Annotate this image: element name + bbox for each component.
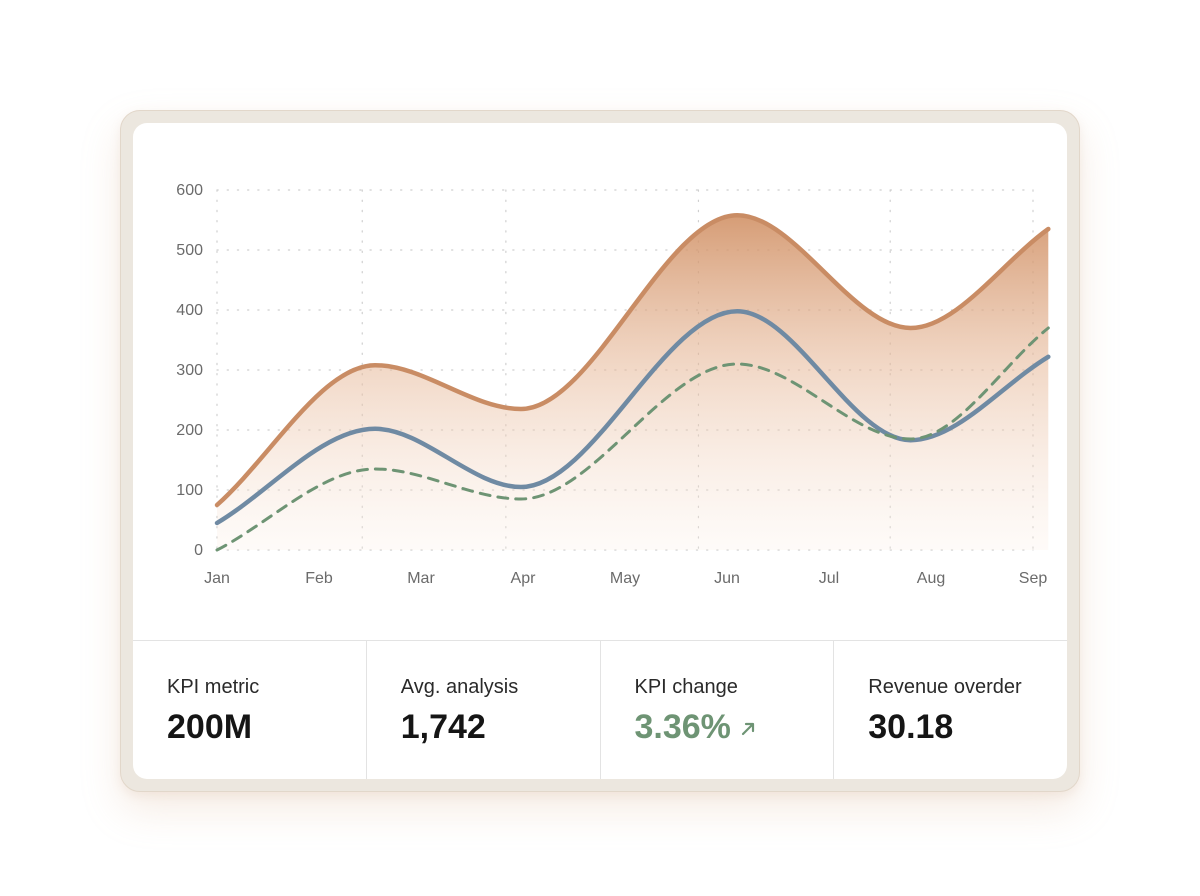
dashboard-frame: 0 100 200 300 400 500 600 Jan Feb Mar Apr May Jun Ju…	[120, 110, 1080, 792]
y-tick-label: 0	[194, 542, 203, 559]
kpi-value-change: 3.36%	[635, 707, 834, 747]
x-tick-label-aug: Aug	[917, 570, 945, 587]
series-line-primary	[214, 212, 1051, 508]
series-line-tertiary	[215, 326, 1050, 552]
x-tick-label-feb: Feb	[305, 570, 333, 587]
kpi-value: 30.18	[868, 708, 954, 746]
chart-area: 0 100 200 300 400 500 600 Jan Feb Mar Apr May Jun Ju…	[133, 123, 1067, 639]
y-tick-label: 600	[176, 182, 203, 199]
y-tick-label: 200	[176, 422, 203, 439]
y-tick-label: 100	[176, 482, 203, 499]
x-tick-label-may: May	[610, 570, 640, 587]
area-layer	[217, 215, 1049, 550]
kpi-label: Revenue overder	[868, 676, 1022, 698]
line-layer	[214, 212, 1051, 552]
kpi-value: 200M	[167, 708, 253, 746]
kpi-card-avg-analysis: Avg. analysis 1,742	[365, 641, 600, 779]
kpi-card-metric: KPI metric 200M	[133, 641, 366, 779]
chart-card: 0 100 200 300 400 500 600 Jan Feb Mar Apr May Jun Ju…	[133, 123, 1067, 779]
x-tick-label-jan: Jan	[204, 570, 230, 587]
kpi-label: KPI metric	[167, 676, 260, 698]
kpi-card-change: KPI change 3.36%	[599, 641, 834, 779]
kpi-row: KPI metric 200M Avg. analysis 1,742 KPI …	[133, 640, 1067, 779]
y-tick-label: 300	[176, 362, 203, 379]
arrow-up-right-icon	[741, 722, 755, 736]
x-tick-label-sep: Sep	[1019, 570, 1048, 587]
x-axis: Jan Feb Mar Apr May Jun Jul Aug Sep	[204, 570, 1047, 587]
x-tick-label-apr: Apr	[511, 570, 537, 587]
x-tick-label-jun: Jun	[714, 570, 740, 587]
kpi-label: Avg. analysis	[400, 676, 519, 698]
kpi-change-value: 3.36%	[634, 708, 731, 746]
kpi-value: 1,742	[400, 708, 486, 746]
kpi-label: KPI change	[634, 676, 738, 698]
y-tick-label: 400	[176, 302, 203, 319]
kpi-card-revenue: Revenue overder 30.18	[833, 641, 1067, 779]
x-tick-label-jul: Jul	[819, 570, 839, 587]
line-area-chart: 0 100 200 300 400 500 600 Jan Feb Mar Apr May Jun Ju…	[176, 182, 1051, 587]
y-tick-label: 500	[176, 242, 203, 259]
series-area-primary	[217, 215, 1049, 550]
y-axis: 0 100 200 300 400 500 600	[176, 182, 203, 559]
x-tick-label-mar: Mar	[407, 570, 435, 587]
